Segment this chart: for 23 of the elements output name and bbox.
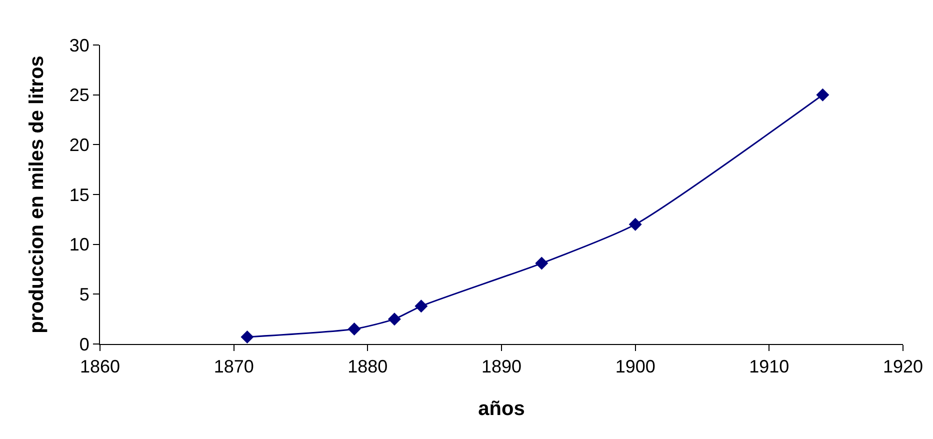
x-tick-label: 1880 [348,356,388,377]
y-tick-label: 0 [79,334,90,354]
y-tick-label: 10 [69,234,90,255]
point [535,256,548,270]
point [388,312,401,326]
point [348,322,361,336]
x-tick-label: 1900 [615,356,656,377]
y-tick-label: 25 [69,85,90,106]
x-tick-label: 1860 [80,356,120,377]
x-tick-label: 1890 [481,356,522,377]
y-axis-title: produccion en miles de litros [26,56,48,334]
x-tick-label: 1870 [214,356,254,377]
x-axis-title: años [478,398,525,420]
y-tick-label: 15 [69,184,90,205]
point [816,88,830,102]
point [628,218,642,231]
x-tick-label: 1910 [749,356,790,377]
point [240,330,254,344]
x-tick-label: 1920 [882,356,924,377]
y-tick-label: 5 [79,284,90,304]
point [414,300,428,313]
y-tick-label: 20 [69,134,90,155]
y-tick-label: 30 [69,35,90,56]
